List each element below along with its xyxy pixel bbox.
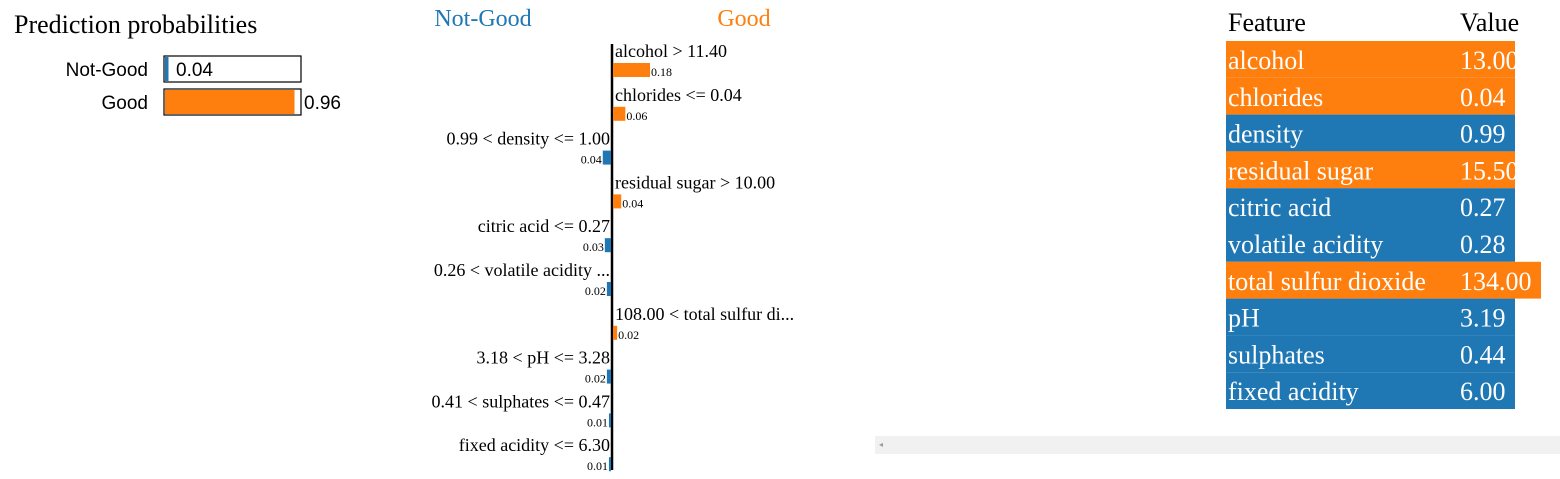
contribution-value-label: 0.04	[581, 153, 602, 167]
table-feature-cell: density	[1228, 120, 1303, 149]
table-value-cell: 6.00	[1460, 377, 1506, 406]
feature-condition-label: 0.26 < volatile acidity ...	[434, 260, 610, 280]
contribution-value-label: 0.02	[585, 372, 606, 386]
table-feature-cell: total sulfur dioxide	[1228, 267, 1426, 296]
table-feature-cell: residual sugar	[1228, 156, 1373, 185]
table-feature-cell: chlorides	[1228, 83, 1323, 112]
contribution-value-label: 0.01	[587, 459, 608, 473]
table-row	[1226, 261, 1541, 299]
table-header-value: Value	[1460, 8, 1519, 37]
contribution-value-label: 0.06	[626, 109, 647, 123]
prediction-probabilities-chart: Prediction probabilities Not-Good 0.04 Goo…	[14, 10, 341, 116]
table-feature-cell: alcohol	[1228, 46, 1305, 75]
feature-value-table: Feature Value alcohol 13.00 chlorides 0.04 d…	[1226, 8, 1541, 409]
contribution-value-label: 0.02	[618, 328, 639, 342]
table-value-cell: 0.44	[1460, 340, 1506, 369]
table-feature-cell: sulphates	[1228, 340, 1325, 369]
contribution-bar	[608, 413, 611, 428]
table-value-cell: 0.99	[1460, 120, 1506, 149]
table-value-cell: 134.00	[1460, 267, 1532, 296]
probability-bar	[165, 90, 295, 114]
contribution-value-label: 0.03	[583, 240, 604, 254]
table-row	[1226, 188, 1515, 225]
probability-category-label: Good	[102, 93, 148, 114]
scroll-left-arrow-icon[interactable]: ◂	[879, 440, 884, 449]
contribution-value-label: 0.04	[622, 196, 643, 210]
contribution-bar	[606, 369, 611, 384]
table-row	[1226, 41, 1515, 78]
contribution-bar	[602, 150, 611, 165]
probability-value-label: 0.96	[304, 93, 341, 114]
table-feature-cell: fixed acidity	[1228, 377, 1359, 406]
positive-class-label: Good	[717, 6, 770, 32]
table-header-feature: Feature	[1228, 8, 1306, 37]
table-feature-cell: volatile acidity	[1228, 230, 1383, 259]
contribution-bar	[613, 63, 650, 77]
table-row	[1226, 114, 1515, 152]
feature-condition-label: alcohol > 11.40	[615, 41, 727, 61]
contribution-bar	[606, 282, 611, 296]
probability-bar-outline	[163, 55, 302, 83]
negative-class-label: Not-Good	[434, 6, 531, 32]
table-value-cell: 3.19	[1460, 304, 1506, 333]
table-feature-cell: citric acid	[1228, 193, 1331, 222]
contribution-value-label: 0.18	[651, 65, 672, 79]
table-row	[1226, 151, 1515, 189]
feature-condition-label: chlorides <= 0.04	[615, 85, 742, 105]
table-value-cell: 0.28	[1460, 230, 1506, 259]
feature-condition-label: 3.18 < pH <= 3.28	[477, 348, 610, 368]
table-row	[1226, 335, 1515, 373]
feature-condition-label: residual sugar > 10.00	[615, 172, 775, 192]
feature-condition-label: citric acid <= 0.27	[478, 216, 610, 236]
feature-condition-label: 108.00 < total sulfur di...	[615, 304, 794, 324]
prediction-probabilities-title: Prediction probabilities	[14, 10, 257, 39]
table-row	[1226, 372, 1515, 409]
contribution-value-label: 0.01	[587, 415, 608, 429]
feature-contributions-chart: Not-Good Good alcohol > 11.40 0.18 chlorid…	[432, 6, 795, 473]
table-value-cell: 0.04	[1460, 83, 1506, 112]
table-value-cell: 13.00	[1460, 46, 1519, 75]
table-row	[1226, 225, 1515, 262]
feature-condition-label: 0.99 < density <= 1.00	[447, 129, 610, 149]
probability-value-label: 0.04	[176, 60, 213, 81]
table-row	[1226, 77, 1515, 115]
contribution-bar	[604, 238, 611, 253]
contribution-bar	[613, 106, 626, 121]
probability-category-label: Not-Good	[66, 60, 148, 81]
table-value-cell: 15.50	[1460, 156, 1519, 185]
probability-bar	[165, 57, 169, 81]
contribution-bar	[608, 457, 611, 472]
contribution-bar	[613, 194, 622, 209]
table-row	[1226, 298, 1515, 336]
contribution-value-label: 0.02	[585, 284, 606, 298]
horizontal-scrollbar[interactable]	[875, 436, 1560, 454]
feature-condition-label: 0.41 < sulphates <= 0.47	[432, 391, 610, 411]
feature-condition-label: fixed acidity <= 6.30	[459, 435, 610, 455]
table-feature-cell: pH	[1228, 304, 1260, 333]
contribution-bar	[613, 325, 618, 340]
table-value-cell: 0.27	[1460, 193, 1506, 222]
